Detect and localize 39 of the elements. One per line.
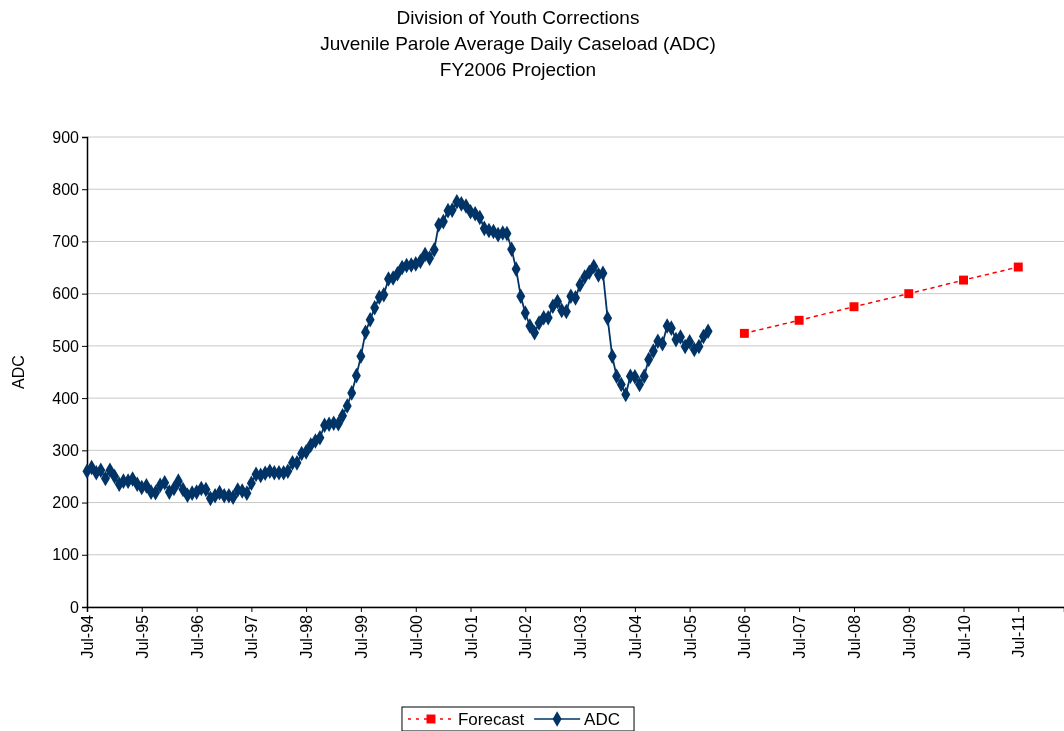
point: [739, 328, 749, 338]
x-tick-label: Jul-11: [1010, 614, 1028, 658]
y-tick-label: 300: [52, 441, 80, 459]
x-tick-label: Jul-02: [517, 614, 535, 659]
chart-title: Division of Youth Corrections: [396, 7, 640, 28]
y-tick-label: 500: [52, 337, 80, 355]
x-tick-label: Jul-01: [462, 614, 480, 659]
point: [849, 302, 859, 312]
point: [1013, 262, 1023, 272]
x-tick-label: Jul-09: [900, 614, 918, 659]
legend-label: Forecast: [457, 710, 525, 729]
y-tick-label: 700: [52, 233, 80, 251]
y-tick-label: 200: [52, 494, 80, 512]
y-axis-title: ADC: [10, 355, 27, 389]
y-tick-label: 400: [52, 389, 80, 407]
y-tick-label: 600: [52, 285, 80, 303]
y-tick-label: 100: [52, 546, 80, 564]
x-tick-label: Jul-07: [791, 614, 809, 659]
x-tick-label: Jul-97: [243, 614, 261, 659]
x-tick-label: Jul-95: [133, 614, 151, 659]
x-tick-label: Jul-05: [681, 614, 699, 659]
x-tick-label: Jul-96: [188, 614, 206, 659]
y-tick-label: 0: [70, 598, 80, 616]
point: [959, 275, 968, 285]
x-tick-label: Jul-10: [955, 614, 973, 659]
point: [794, 315, 804, 325]
x-tick-label: Jul-99: [352, 614, 370, 659]
x-tick-label: Jul-08: [846, 614, 864, 659]
chart-subtitle: Juvenile Parole Average Daily Caseload (ADC) FY2006 Projection: [320, 33, 716, 80]
legend-label: ADC: [584, 710, 621, 729]
y-tick-label: 800: [52, 180, 80, 198]
x-tick-label: Jul-03: [572, 614, 590, 659]
x-tick-label: Jul-98: [298, 614, 316, 659]
x-tick-label: Jul-06: [736, 614, 754, 659]
point: [904, 289, 914, 299]
x-tick-label: Jul-94: [79, 614, 97, 659]
y-tick-label: 900: [52, 128, 80, 146]
x-tick-label: Jul-00: [407, 614, 425, 659]
x-tick-label: Jul-04: [626, 614, 644, 659]
